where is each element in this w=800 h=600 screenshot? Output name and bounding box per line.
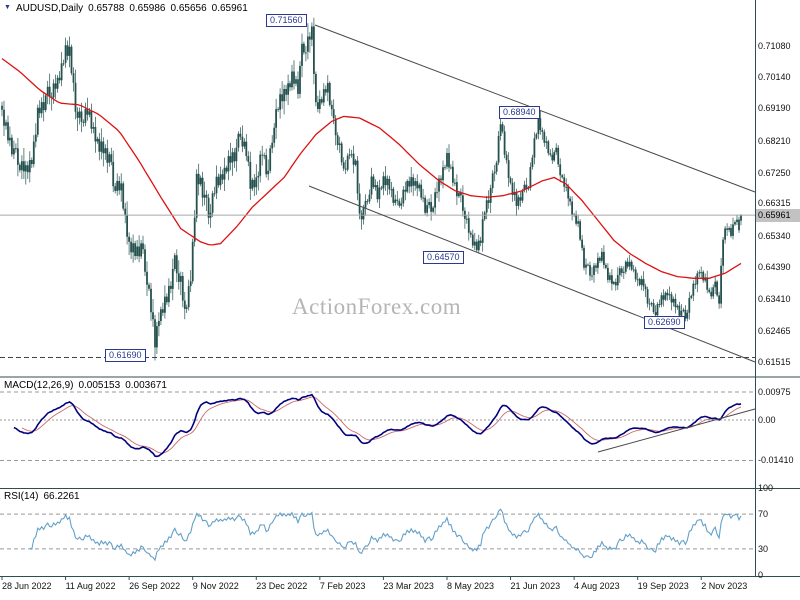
x-axis-date-label: 19 Sep 2023 (637, 581, 689, 591)
price-annotation: 0.61690 (105, 349, 146, 362)
chart-title: ▼ AUDUSD,Daily 0.65788 0.65986 0.65656 0.6596… (4, 3, 253, 14)
rsi-name: RSI(14) (4, 491, 39, 502)
y-axis-rsi-label: 70 (758, 509, 769, 520)
x-axis-date-label: 7 Feb 2023 (319, 581, 366, 591)
x-axis-date-label: 2 Nov 2023 (701, 581, 748, 591)
x-axis-date-label: 9 Nov 2022 (192, 581, 239, 591)
y-axis-price-label: 0.65340 (758, 230, 791, 241)
y-axis-price-label: 0.70140 (758, 72, 791, 83)
x-axis-date-label: 8 May 2023 (446, 581, 494, 591)
symbol-timeframe: AUDUSD,Daily (15, 3, 84, 14)
y-axis-macd-label: 0.00 (758, 415, 776, 425)
y-axis-rsi-label: 30 (758, 543, 769, 554)
price-annotation: 0.62690 (644, 316, 685, 329)
x-axis-date-label: 4 Aug 2023 (574, 581, 620, 591)
x-axis-date-label: 28 Jun 2022 (2, 581, 52, 591)
x-axis-date-label: 23 Dec 2022 (256, 581, 308, 591)
y-axis-price-label: 0.64390 (758, 262, 791, 273)
y-axis-price-label: 0.61515 (758, 356, 791, 367)
y-axis-macd-label: -0.01410 (758, 455, 794, 466)
y-axis-price-label: 0.62465 (758, 325, 791, 336)
macd-name: MACD(12,26,9) (4, 380, 74, 391)
price-annotation: 0.68940 (499, 106, 540, 119)
y-axis-price-label: 0.69190 (758, 103, 791, 114)
ohlc-close: 0.65961 (211, 3, 248, 14)
rsi-indicator-label: RSI(14) 66.2261 (4, 491, 85, 502)
watermark: ActionForex.com (292, 294, 462, 319)
symbol-triangle-icon: ▼ (4, 4, 11, 11)
x-axis-date-label: 23 Mar 2023 (383, 581, 434, 591)
y-axis-price-label: 0.67250 (758, 167, 791, 178)
y-axis-macd-label: 0.00975 (758, 386, 791, 397)
current-price-tag: 0.65961 (756, 208, 800, 222)
y-axis-price-label: 0.71080 (758, 41, 791, 51)
x-axis-date-label: 21 Jun 2023 (510, 581, 561, 591)
y-axis-rsi-label: 0 (758, 570, 764, 580)
x-axis-date-label: 11 Aug 2022 (65, 581, 116, 591)
ohlc-low: 0.65656 (170, 3, 207, 14)
y-axis-price-label: 0.68210 (758, 135, 791, 146)
ohlc-open: 0.65788 (88, 3, 125, 14)
y-axis-rsi-label: 100 (758, 483, 774, 493)
y-axis-price-label: 0.63410 (758, 294, 791, 305)
price-annotation: 0.71560 (266, 14, 307, 27)
rsi-value: 66.2261 (43, 491, 80, 502)
ohlc-high: 0.65986 (129, 3, 166, 14)
x-axis-date-label: 26 Sep 2022 (129, 581, 181, 591)
macd-indicator-label: MACD(12,26,9) 0.005153 0.003671 (4, 380, 172, 391)
y-axis-price-label: 0.66315 (758, 198, 791, 209)
macd-signal-value: 0.003671 (125, 380, 167, 391)
price-annotation: 0.64570 (423, 251, 464, 264)
macd-value: 0.005153 (78, 380, 121, 391)
